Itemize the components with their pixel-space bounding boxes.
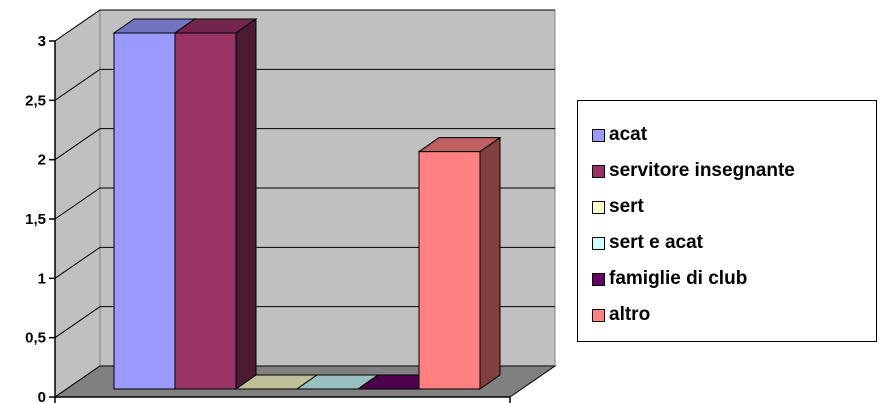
legend-item-famiglie-di-club: famiglie di club — [592, 265, 747, 293]
chart-legend: acat servitore insegnante sert sert e ac… — [577, 100, 877, 342]
gridline — [54, 306, 555, 339]
legend-swatch-acat — [592, 128, 605, 142]
gridline — [54, 9, 555, 42]
legend-item-sert: sert — [592, 193, 644, 221]
y-tick-label: 0,5 — [25, 330, 46, 347]
legend-item-servitore-insegnante: servitore insegnante — [592, 157, 795, 185]
legend-label-servitore-insegnante: servitore insegnante — [609, 160, 795, 181]
legend-item-sert-e-acat: sert e acat — [592, 229, 703, 257]
gridline — [54, 187, 555, 220]
y-tick-label: 1 — [38, 270, 46, 287]
bar-acat — [113, 32, 176, 390]
legend-label-acat: acat — [609, 124, 648, 145]
legend-swatch-servitore-insegnante — [592, 164, 605, 178]
bar-side-altro — [479, 136, 501, 390]
legend-swatch-sert — [592, 200, 605, 214]
y-tick-label: 2 — [38, 152, 46, 169]
gridline — [54, 68, 555, 101]
y-tick-label: 1,5 — [25, 211, 46, 228]
legend-label-famiglie-di-club: famiglie di club — [609, 268, 748, 289]
legend-label-sert: sert — [609, 196, 644, 217]
legend-label-altro: altro — [609, 304, 651, 325]
y-tick-label: 0 — [38, 389, 46, 403]
y-tick-label: 2,5 — [25, 92, 46, 109]
gridline — [54, 246, 555, 279]
legend-item-acat: acat — [592, 121, 647, 149]
gridline — [54, 128, 555, 161]
legend-swatch-sert-e-acat — [592, 236, 605, 250]
y-tick-label: 3 — [38, 33, 46, 50]
bar-side-servitore-insegnante — [235, 18, 257, 390]
legend-item-altro: altro — [592, 301, 650, 329]
legend-label-sert-e-acat: sert e acat — [609, 232, 704, 253]
bar-altro — [418, 151, 481, 390]
legend-swatch-famiglie-di-club — [592, 272, 605, 286]
legend-swatch-altro — [592, 308, 605, 322]
bar-servitore-insegnante — [174, 32, 237, 390]
